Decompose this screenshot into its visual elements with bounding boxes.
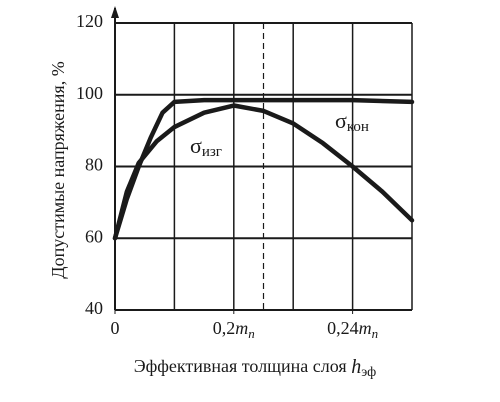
line-series [112, 97, 415, 241]
x-tick-label: 0,2mn [213, 318, 255, 341]
y-tick-label: 60 [85, 226, 103, 246]
x-tick-label-part: 0 [111, 318, 120, 338]
series-label-part: кон [347, 119, 369, 135]
x-axis-title-part: эф [361, 365, 376, 380]
series-label: σизг [190, 133, 222, 160]
x-tick-label: 0,24mn [327, 318, 378, 341]
series-label-part: изг [202, 144, 222, 160]
x-tick-label-part: m [359, 318, 372, 338]
series-label-part: σ [335, 108, 347, 133]
y-tick-label: 120 [76, 11, 103, 31]
x-tick-label-part: 0,2 [213, 318, 236, 338]
x-tick-label-part: n [248, 326, 255, 341]
x-axis-title-part: h [351, 356, 361, 378]
y-tick-label: 80 [85, 155, 103, 175]
x-axis-title: Эффективная толщина слоя hэф [134, 356, 376, 381]
y-axis-arrow [111, 6, 119, 18]
y-tick-label: 100 [76, 83, 103, 103]
y-tick-label: 40 [85, 298, 103, 318]
x-tick-label: 0 [111, 318, 120, 338]
x-tick-label-part: n [372, 326, 379, 341]
series-label-part: σ [190, 133, 202, 158]
x-axis-title-part: Эффективная толщина слоя [134, 356, 351, 376]
series-label: σкон [335, 108, 369, 135]
x-tick-label-part: m [235, 318, 248, 338]
y-axis-title: Допустимые напряжения, % [48, 61, 68, 278]
x-tick-label-part: 0,24 [327, 318, 359, 338]
